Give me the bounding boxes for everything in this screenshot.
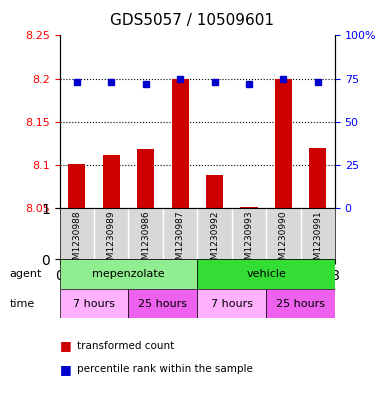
Bar	[240, 207, 258, 208]
Text: GDS5057 / 10509601: GDS5057 / 10509601	[110, 13, 275, 28]
Bar	[206, 175, 223, 208]
Text: percentile rank within the sample: percentile rank within the sample	[77, 364, 253, 375]
Text: mepenzolate: mepenzolate	[92, 269, 165, 279]
Text: GSM1230987: GSM1230987	[176, 211, 185, 272]
Text: 25 hours: 25 hours	[138, 299, 187, 309]
Text: GSM1230988: GSM1230988	[72, 211, 81, 272]
Text: 25 hours: 25 hours	[276, 299, 325, 309]
Text: vehicle: vehicle	[246, 269, 286, 279]
Text: 7 hours: 7 hours	[211, 299, 253, 309]
Bar	[197, 259, 335, 289]
Text: GSM1230986: GSM1230986	[141, 211, 150, 272]
Bar	[103, 155, 120, 208]
Bar	[275, 79, 292, 208]
Text: ■: ■	[60, 339, 72, 353]
Bar	[266, 289, 335, 318]
Text: ■: ■	[60, 363, 72, 376]
Text: GSM1230992: GSM1230992	[210, 211, 219, 271]
Text: agent: agent	[10, 269, 42, 279]
Text: GSM1230989: GSM1230989	[107, 211, 116, 272]
Text: GSM1230993: GSM1230993	[244, 211, 253, 272]
Text: GSM1230991: GSM1230991	[313, 211, 322, 272]
Bar	[60, 289, 129, 318]
Bar	[309, 148, 326, 208]
Text: transformed count: transformed count	[77, 341, 174, 351]
Bar	[129, 289, 197, 318]
Bar	[197, 289, 266, 318]
Text: time: time	[10, 299, 35, 309]
Bar	[171, 79, 189, 208]
Bar	[137, 149, 154, 208]
Bar	[68, 164, 85, 208]
Bar	[60, 259, 197, 289]
Text: GSM1230990: GSM1230990	[279, 211, 288, 272]
Text: 7 hours: 7 hours	[73, 299, 115, 309]
